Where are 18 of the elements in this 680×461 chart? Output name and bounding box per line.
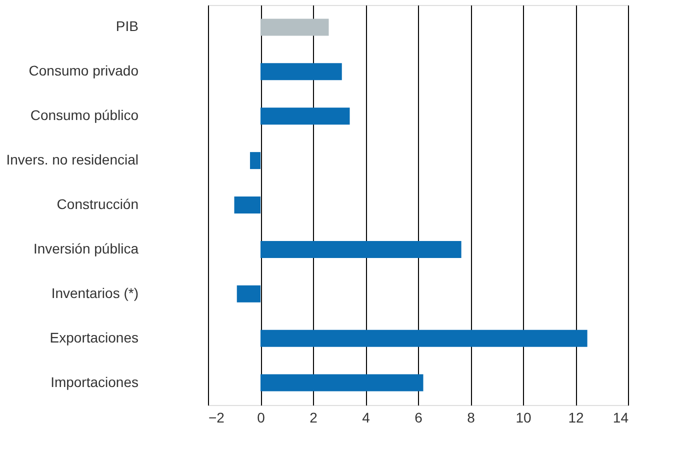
y-tick-label: Inventarios (*) <box>51 284 138 301</box>
x-tick-label: 14 <box>612 410 629 426</box>
y-tick-label: Exportaciones <box>50 329 138 346</box>
x-tick-label: 6 <box>414 410 423 426</box>
y-tick-label: Construcción <box>56 196 138 212</box>
x-tick-label: 4 <box>362 410 370 426</box>
x-tick-label: 12 <box>568 410 584 426</box>
y-tick-label: Importaciones <box>50 374 138 390</box>
x-tick-label: 0 <box>257 410 266 426</box>
y-tick-label: Consumo privado <box>28 62 139 79</box>
x-tick-label: 10 <box>516 410 532 426</box>
x-tick-label: 8 <box>467 410 476 426</box>
y-tick-label: PIB <box>116 18 138 34</box>
y-tick-label: Consumo público <box>30 107 139 124</box>
y-tick-label: Inversión pública <box>33 240 139 256</box>
x-tick-label: 2 <box>310 410 318 426</box>
y-tick-label: Invers. no residencial <box>6 152 138 168</box>
x-tick-label: −2 <box>208 410 225 426</box>
